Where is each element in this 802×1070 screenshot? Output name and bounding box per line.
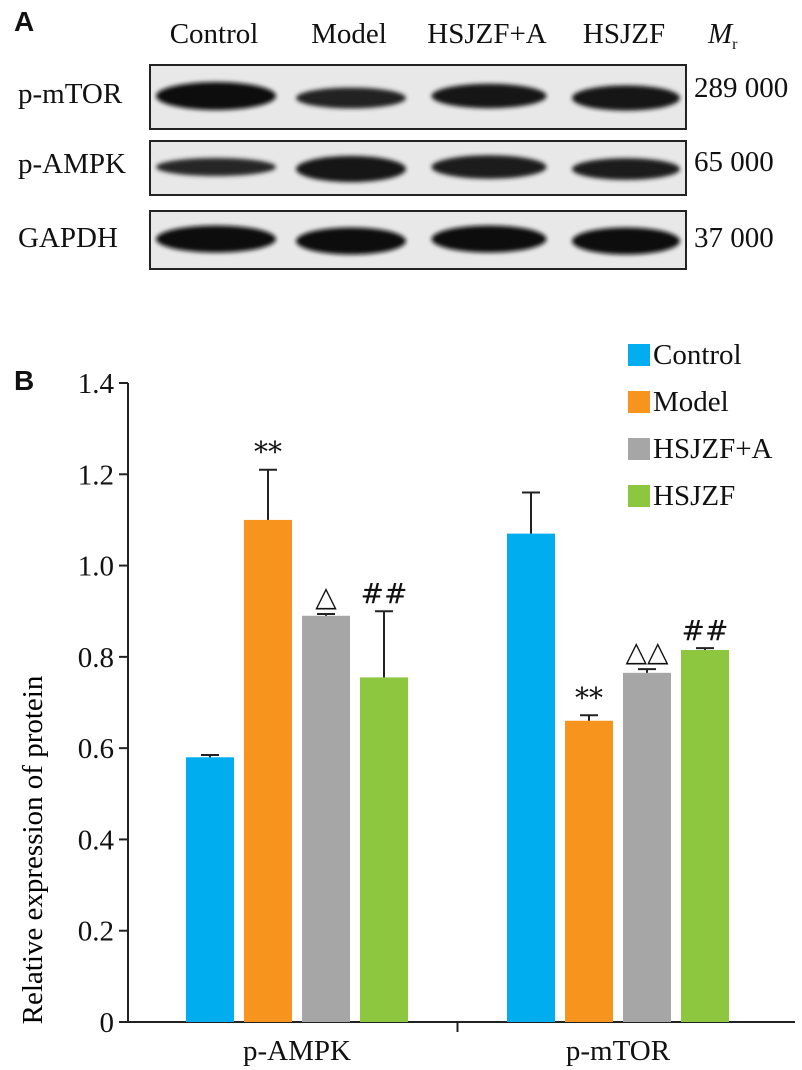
bar-p-ampk-hsjzf-a <box>302 615 350 1022</box>
legend-label-control: Control <box>653 338 742 371</box>
band-gapdh-hsjzf <box>572 227 680 255</box>
legend-label-model: Model <box>653 385 729 418</box>
legend-label-hsjzf: HSJZF <box>653 479 736 512</box>
mw-label-gapdh: 37 000 <box>694 222 774 254</box>
lane-label-control: Control <box>169 18 259 50</box>
significance-label: ** <box>575 681 603 714</box>
x-tick-label: p-mTOR <box>566 1035 671 1067</box>
significance-label: ## <box>361 577 408 610</box>
blot-gapdh <box>149 210 687 270</box>
y-tick-label: 1.0 <box>78 551 114 583</box>
lane-label-hsjzf-a: HSJZF+A <box>427 18 547 50</box>
mw-label-p-mtor: 289 000 <box>694 72 789 104</box>
significance-label: ** <box>254 436 282 469</box>
band-gapdh-control <box>156 225 276 253</box>
blot-p-mtor <box>149 64 687 130</box>
y-axis-label: Relative expression of protein <box>17 675 49 1024</box>
mr-label: Mr <box>708 18 738 53</box>
bar-p-mtor-control <box>507 533 555 1022</box>
bar-p-ampk-hsjzf <box>360 677 408 1022</box>
significance-label: △△ <box>625 635 669 668</box>
significance-label: ## <box>682 614 729 647</box>
bar-p-mtor-hsjzf-a <box>623 672 671 1022</box>
bar-p-mtor-model <box>565 720 613 1022</box>
bar-p-mtor-hsjzf <box>681 650 729 1022</box>
panel-b-label: B <box>14 365 35 396</box>
bar-chart: 0 0.2 0.4 0.6 0.8 1.0 1.2 1.4 p-AMPK p-mTOR ** △ ##… <box>17 368 795 1067</box>
band-p-mtor-model <box>296 87 406 109</box>
panel-a-label: A <box>14 6 35 37</box>
legend-item-hsjzf-a: HSJZF+A <box>628 432 773 465</box>
legend-item-hsjzf: HSJZF <box>628 479 736 512</box>
legend-item-control: Control <box>628 338 742 371</box>
y-tick-label: 0.8 <box>78 642 114 674</box>
legend-swatch-control <box>628 344 650 366</box>
band-p-ampk-control <box>156 157 276 177</box>
legend-swatch-model <box>628 391 650 413</box>
y-tick-label: 0.6 <box>78 733 114 765</box>
bar-p-ampk-control <box>186 757 234 1022</box>
legend-item-model: Model <box>628 385 729 418</box>
y-tick-label: 0.2 <box>78 916 114 948</box>
lane-label-hsjzf: HSJZF <box>582 18 666 50</box>
band-p-ampk-hsjzf-a <box>431 155 547 179</box>
blot-label-gapdh: GAPDH <box>18 222 118 254</box>
bar-p-ampk-model <box>244 519 292 1022</box>
legend-swatch-hsjzf <box>628 485 650 507</box>
y-tick-label: 0.4 <box>78 824 115 856</box>
blot-p-ampk <box>149 140 687 196</box>
band-p-ampk-hsjzf <box>572 158 680 180</box>
significance-label: △ <box>315 580 337 613</box>
lane-label-model: Model <box>311 18 387 50</box>
y-tick-label: 1.4 <box>78 368 115 400</box>
band-p-mtor-hsjzf <box>572 85 680 111</box>
band-p-ampk-model <box>296 155 406 183</box>
x-tick-label: p-AMPK <box>243 1035 351 1067</box>
band-gapdh-hsjzf-a <box>431 225 547 253</box>
mw-label-p-ampk: 65 000 <box>694 146 774 178</box>
band-gapdh-model <box>296 227 406 255</box>
legend-label-hsjzf-a: HSJZF+A <box>653 432 773 465</box>
y-tick-label: 0 <box>100 1007 115 1039</box>
blot-label-p-mtor: p-mTOR <box>18 78 123 110</box>
legend-swatch-hsjzf-a <box>628 438 650 460</box>
y-tick-label: 1.2 <box>78 459 114 491</box>
band-p-mtor-hsjzf-a <box>431 83 547 109</box>
band-p-mtor-control <box>156 82 276 110</box>
blot-label-p-ampk: p-AMPK <box>18 148 126 180</box>
